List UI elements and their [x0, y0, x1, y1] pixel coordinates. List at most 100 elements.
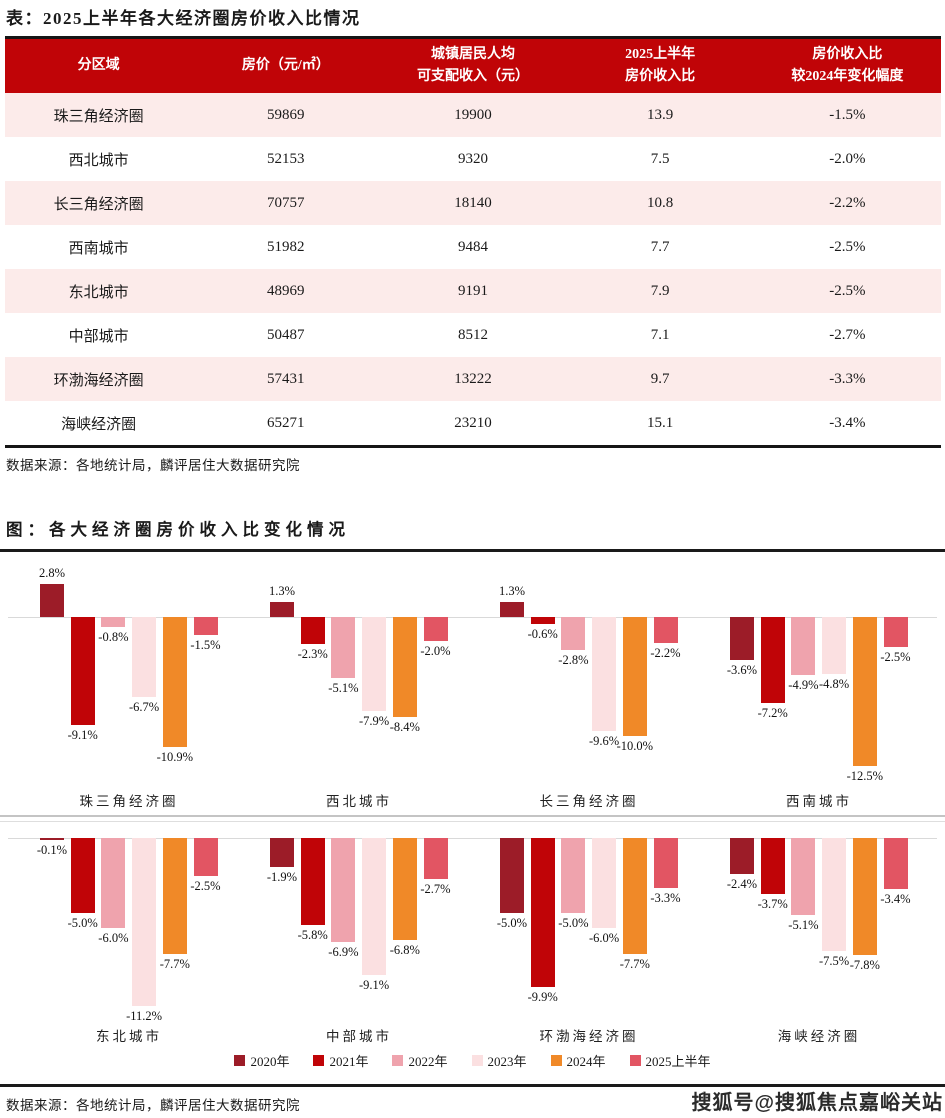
- chart-bar-中部城市-2022年: [331, 838, 356, 942]
- table-cell: 70757: [267, 194, 305, 211]
- chart-bar-环渤海经济圈-2021年: [530, 838, 555, 987]
- table-cell: 环渤海经济圈: [53, 372, 144, 389]
- chart-bar-环渤海经济圈-2020年: [500, 838, 524, 913]
- chart-bar-环渤海经济圈-2024年: [622, 838, 647, 954]
- legend-label: 2024年: [566, 1054, 606, 1069]
- bar-value-label: -8.4%: [389, 719, 420, 734]
- bar-value-label: -3.6%: [726, 662, 758, 677]
- table-header-cell-0: 分区域: [5, 37, 193, 93]
- chart-bar-长三角经济圈-2023年: [592, 617, 617, 732]
- table-cell: 西南城市: [68, 240, 129, 257]
- table-cell: 7.5: [650, 150, 670, 167]
- chart-group-label-环渤海经济圈: 环渤海经济圈: [539, 1029, 639, 1044]
- table-cell: -2.7%: [829, 326, 866, 343]
- table-header-cell-1: 房价（元/㎡）: [192, 37, 380, 93]
- chart-bar-西南城市-2022年: [791, 617, 816, 676]
- table-cell: 65271: [267, 414, 305, 431]
- watermark: 搜狐号@搜狐焦点嘉峪关站: [691, 1092, 943, 1114]
- table-cell: 9191: [457, 282, 488, 299]
- legend-item-2022年: 2022年: [392, 1051, 448, 1070]
- table-cell: 52153: [267, 150, 305, 167]
- chart-group-label-中部城市: 中部城市: [326, 1029, 392, 1044]
- bar-value-label: -2.7%: [420, 881, 451, 896]
- table-cell: 9320: [457, 150, 488, 167]
- chart-bar-中部城市-2020年: [270, 838, 294, 867]
- table-cell: 15.1: [647, 414, 674, 431]
- bar-value-label: -3.3%: [650, 890, 681, 905]
- chart-bar-东北城市-2024年: [162, 838, 187, 954]
- chart-bar-珠三角经济圈-2021年: [70, 617, 95, 726]
- chart-bar-海峡经济圈-2023年: [822, 838, 847, 951]
- table-cell: 9.7: [650, 370, 670, 387]
- chart-bar-珠三角经济圈-2023年: [132, 617, 157, 697]
- table-cell: -2.5%: [829, 238, 866, 255]
- legend-label: 2022年: [408, 1054, 448, 1069]
- table-header-cell-3: 2025上半年 房价收入比: [566, 37, 754, 93]
- chart-bar-环渤海经济圈-2025上半年: [653, 838, 678, 888]
- legend-label: 2021年: [329, 1054, 369, 1069]
- table-cell: 19900: [454, 106, 492, 123]
- legend-swatch: [313, 1055, 325, 1066]
- table-cell: 18140: [454, 194, 492, 211]
- bar-value-label: -6.8%: [389, 943, 420, 957]
- legend-item-2020年: 2020年: [234, 1051, 289, 1070]
- table-cell: 西北城市: [68, 152, 129, 169]
- bar-value-label: -2.0%: [420, 643, 451, 658]
- legend-swatch: [629, 1055, 641, 1066]
- legend-swatch: [471, 1055, 483, 1066]
- table-header-row: 分区域 房价（元/㎡） 城镇居民人均 可支配收入（元） 2025上半年 房价收入比 房价…: [5, 37, 941, 93]
- bar-value-label: -2.5%: [190, 878, 221, 893]
- bar-value-label: -0.1%: [36, 842, 68, 857]
- chart-bar-东北城市-2021年: [70, 838, 95, 913]
- legend-item-2023年: 2023年: [471, 1051, 527, 1070]
- table-cell: 东北城市: [68, 284, 129, 301]
- chart-group-label-东北城市: 东北城市: [96, 1029, 162, 1044]
- chart-bar-长三角经济圈-2020年: [500, 601, 524, 617]
- bar-value-label: -10.9%: [156, 749, 194, 764]
- chart-bar-西北城市-2020年: [270, 601, 294, 617]
- table-header-cell-2: 城镇居民人均 可支配收入（元）: [379, 37, 567, 93]
- chart-bar-东北城市-2023年: [132, 838, 157, 1006]
- bar-value-label: 1.3%: [498, 583, 526, 598]
- legend-item-2024年: 2024年: [550, 1051, 606, 1070]
- chart-bar-海峡经济圈-2020年: [730, 838, 754, 874]
- chart-group-label-长三角经济圈: 长三角经济圈: [539, 794, 639, 809]
- legend-swatch: [234, 1055, 246, 1066]
- zero-axis-row2: [8, 838, 937, 839]
- table-cell: 7.7: [650, 238, 670, 255]
- table-cell: 中部城市: [68, 328, 129, 345]
- bar-value-label: -7.8%: [849, 958, 880, 972]
- bar-value-label: -5.1%: [328, 680, 359, 695]
- table-cell: 59869: [267, 106, 305, 123]
- chart-bar-东北城市-2020年: [40, 838, 64, 840]
- chart-bar-西北城市-2024年: [392, 617, 417, 717]
- table-row-7: 海峡经济圈 65271 23210 15.1 -3.4%: [5, 401, 941, 447]
- table-cell: 23210: [454, 414, 492, 431]
- bar-value-label: -10.0%: [616, 739, 654, 753]
- chart-bar-海峡经济圈-2025上半年: [883, 838, 908, 889]
- table-cell: 9484: [457, 238, 488, 255]
- bar-value-label: -4.9%: [788, 678, 819, 693]
- table-title: 表：2025上半年各大经济圈房价收入比情况: [6, 9, 361, 28]
- chart-bar-西南城市-2023年: [822, 617, 847, 675]
- legend-label: 2023年: [487, 1054, 527, 1069]
- bar-value-label: -6.9%: [328, 944, 359, 959]
- table-row-1: 西北城市 52153 9320 7.5 -2.0%: [5, 137, 941, 181]
- chart-bar-西南城市-2025上半年: [883, 617, 908, 647]
- bar-value-label: -5.0%: [496, 916, 528, 930]
- bar-value-label: 2.8%: [38, 565, 66, 580]
- chart-bar-长三角经济圈-2021年: [530, 617, 555, 625]
- chart-bar-中部城市-2021年: [300, 838, 325, 925]
- bar-value-label: -5.8%: [297, 928, 328, 942]
- chart-bar-海峡经济圈-2022年: [791, 838, 816, 915]
- legend-swatch: [392, 1055, 404, 1066]
- bar-value-label: -7.7%: [619, 956, 650, 971]
- table-cell: 10.8: [647, 194, 674, 211]
- bar-value-label: -12.5%: [846, 768, 884, 783]
- bar-value-label: -4.8%: [818, 677, 850, 692]
- footer-source: 数据来源：各地统计局，麟评居住大数据研究院: [6, 1098, 300, 1113]
- chart-bar-西南城市-2020年: [730, 617, 754, 660]
- table-cell: 珠三角经济圈: [53, 108, 144, 125]
- chart-bar-中部城市-2025上半年: [423, 838, 448, 879]
- chart-title: 图：各大经济圈房价收入比变化情况: [6, 520, 350, 539]
